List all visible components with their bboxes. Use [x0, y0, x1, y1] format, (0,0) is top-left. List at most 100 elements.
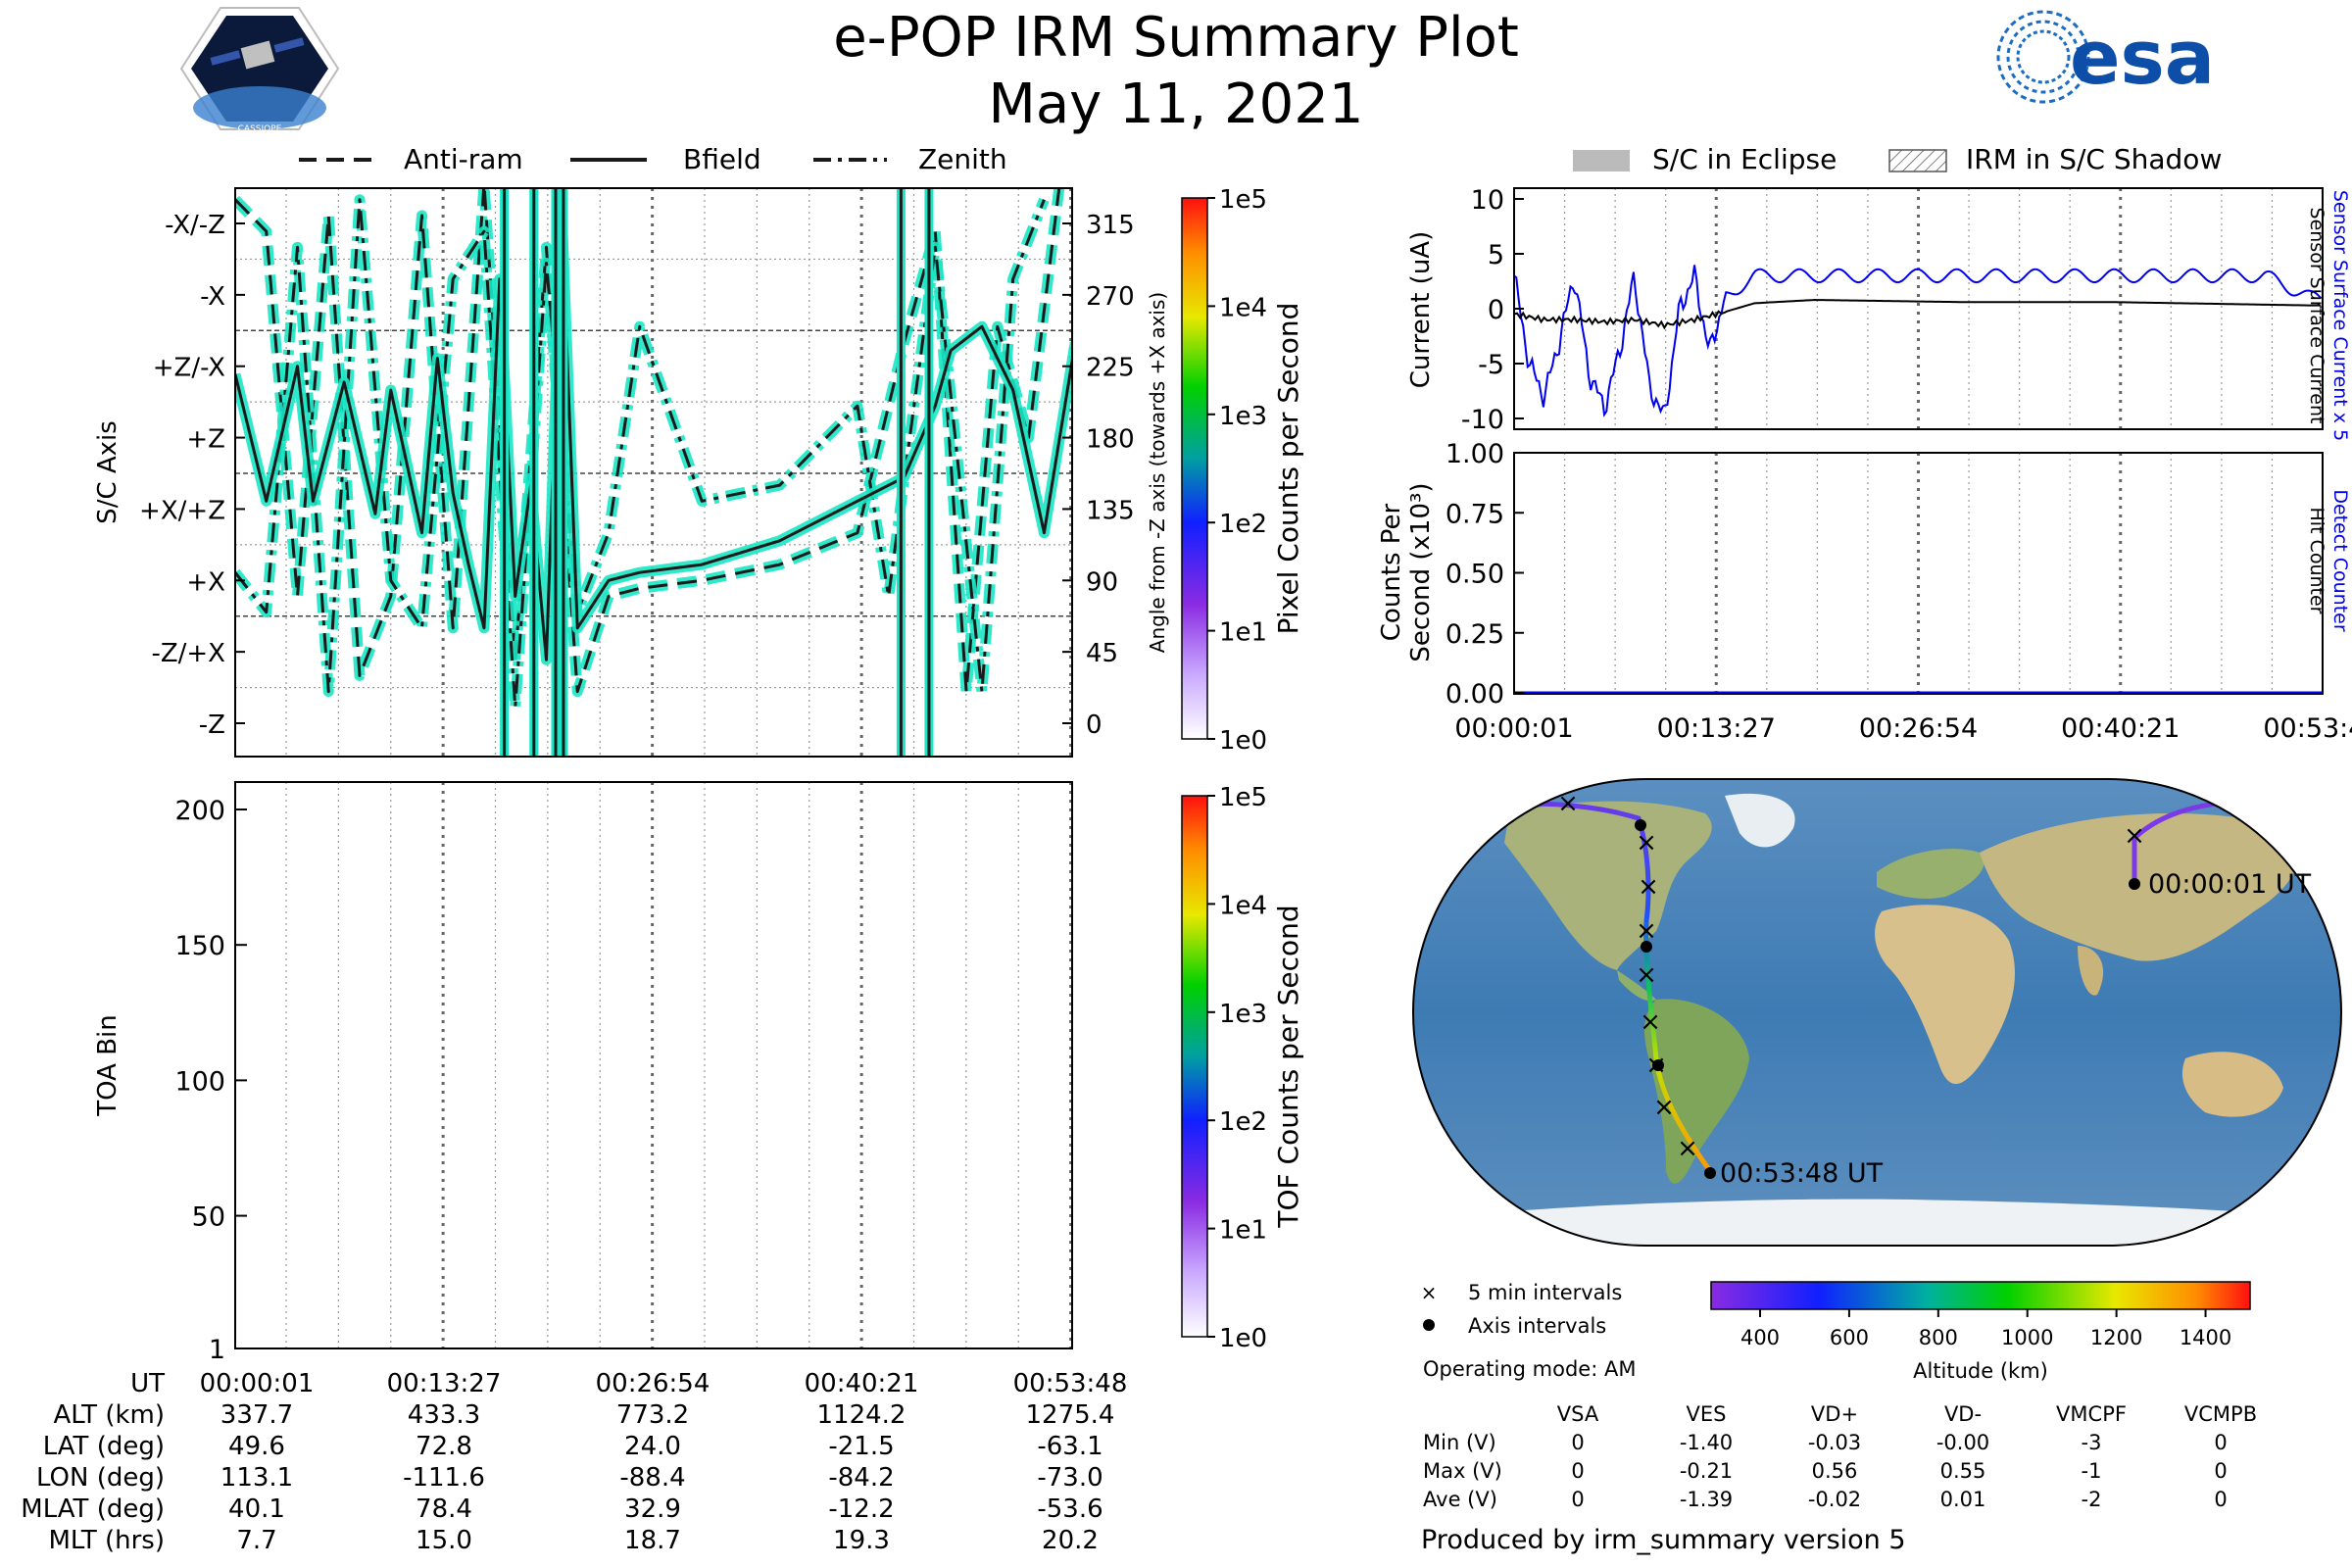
orbit-start-label: 00:00:01 UT: [2148, 869, 2312, 900]
axis-interval-marker: [1635, 819, 1646, 831]
axis-panel-frame: [234, 187, 1073, 758]
ephemeris-cell: 15.0: [416, 1526, 472, 1555]
ephemeris-cell: -73.0: [1037, 1463, 1102, 1493]
voltage-cell: 0: [1571, 1488, 1584, 1511]
ephemeris-cell: 18.7: [624, 1526, 681, 1555]
axis-panel-yticks: -X/-Z 315 -X 270 +Z/-X 225 +Z 180 +X/+Z 135 +X 90 -Z…: [139, 211, 1135, 740]
colorbar-tick-label: 1e2: [1219, 1107, 1267, 1137]
axis-category-label: +X: [186, 567, 225, 597]
ephemeris-cell: 49.6: [228, 1432, 285, 1461]
axis-legend: Anti-ram Bfield Zenith: [299, 143, 1007, 175]
voltage-header: VMCPF: [2056, 1402, 2127, 1426]
ephemeris-cell: 773.2: [616, 1400, 689, 1430]
five-min-marker: ×: [1636, 960, 1657, 990]
axis-category-label: -Z: [199, 710, 225, 740]
esa-logo: esa: [1996, 10, 2215, 104]
ephemeris-cell: 113.1: [220, 1463, 293, 1493]
current-series-sensor: [1514, 265, 2323, 417]
toa-ytick-label: 200: [174, 796, 225, 826]
colorbar-tick-label: 1e1: [1219, 618, 1267, 648]
ephemeris-row-header: LON (deg): [36, 1463, 165, 1493]
ephemeris-cell: -12.2: [828, 1494, 894, 1524]
colorbar-tick-label: 1e5: [1219, 783, 1267, 812]
counts-panel-yticks: 1.00 0.75 0.50 0.25 0.00: [1446, 439, 1524, 710]
counts-panel-ylabel-1: Counts Per: [1377, 503, 1406, 641]
colorbar-tick-label: 1e4: [1219, 891, 1267, 920]
axis-panel-ylabel: S/C Axis: [93, 420, 122, 524]
voltage-cell: 0.01: [1940, 1488, 1986, 1511]
counts-panel-right-label-black: Hit Counter: [2306, 508, 2328, 614]
page-date: May 11, 2021: [989, 73, 1364, 136]
orbit-markers: ××××××××××: [1557, 789, 2145, 1163]
current-series-surface: [1514, 299, 2320, 330]
axis-angle-label: 180: [1086, 425, 1135, 455]
orbit-end-point: [1704, 1167, 1716, 1179]
altitude-colorbar: 400 600 800 1000 1200 1400 Altitude (km): [1710, 1281, 2251, 1383]
colorbar-tick-label: 1e0: [1219, 726, 1267, 756]
cassiope-logo-text: CASSIOPE: [238, 124, 282, 134]
five-min-marker: ×: [1640, 1007, 1661, 1037]
ephemeris-row-header: MLT (hrs): [49, 1526, 166, 1555]
axis-interval-marker: [1641, 941, 1652, 953]
ephemeris-cell: 1124.2: [817, 1400, 906, 1430]
axis-angle-label: 315: [1086, 211, 1135, 240]
voltage-table: VSA VES VD+ VD- VMCPF VCMPB Min (V) 0 -1.40 -0.03…: [1423, 1402, 2257, 1511]
counts-panel-right-label-blue: Detect Counter: [2329, 489, 2351, 632]
ephemeris-row-header: ALT (km): [53, 1400, 165, 1430]
current-ytick-label: -10: [1461, 405, 1504, 435]
voltage-header: VES: [1687, 1402, 1727, 1426]
voltage-cell: 0.56: [1812, 1459, 1858, 1483]
counts-ytick-label: 0.50: [1446, 560, 1504, 590]
colorbar-tick-label: 1e0: [1219, 1324, 1267, 1353]
ephemeris-row-header: LAT (deg): [43, 1432, 165, 1461]
voltage-cell: 0: [1571, 1459, 1584, 1483]
axis-angle-label: 270: [1086, 282, 1135, 312]
map-legend-five-min: 5 min intervals: [1468, 1281, 1622, 1304]
axis-category-label: -Z/+X: [151, 639, 225, 668]
toa-ytick-label: 1: [209, 1335, 225, 1365]
counts-panel-vgrid: [1563, 453, 2274, 694]
voltage-row-label: Max (V): [1423, 1459, 1502, 1483]
five-min-marker: ×: [1636, 828, 1657, 858]
toa-panel: 200 150 100 50 1 TOA Bin: [93, 781, 1073, 1365]
ephemeris-cell: 24.0: [624, 1432, 681, 1461]
voltage-cell: 0: [2214, 1488, 2227, 1511]
altitude-tick-label: 1200: [2090, 1326, 2142, 1349]
map-legend-axis: Axis intervals: [1468, 1314, 1606, 1338]
legend-anti-ram: Anti-ram: [404, 143, 523, 175]
ephemeris-cell: -21.5: [828, 1432, 894, 1461]
footer-credit: Produced by irm_summary version 5: [1421, 1525, 1906, 1555]
voltage-cell: 0: [2214, 1431, 2227, 1454]
five-min-marker: ×: [2124, 821, 2145, 851]
ephemeris-cell: 00:26:54: [596, 1369, 710, 1398]
legend-shadow: IRM in S/C Shadow: [1966, 143, 2222, 175]
voltage-header: VSA: [1557, 1402, 1599, 1426]
counts-panel-ylabel-2: Second (x10³): [1406, 482, 1436, 662]
cassiope-logo: CASSIOPE: [179, 7, 340, 134]
five-min-marker: ×: [1636, 916, 1657, 946]
ephemeris-cell: -111.6: [403, 1463, 485, 1493]
ephemeris-cell: 433.3: [408, 1400, 480, 1430]
legend-shadow-swatch: [1888, 149, 1947, 172]
axis-category-label: +Z: [186, 425, 225, 455]
ephemeris-cell: 40.1: [228, 1494, 285, 1524]
current-ytick-label: 10: [1471, 185, 1504, 216]
ephemeris-cell: 337.7: [220, 1400, 293, 1430]
voltage-cell: -1.39: [1680, 1488, 1733, 1511]
voltage-cell: -0.02: [1808, 1488, 1861, 1511]
current-panel-ylabel: Current (uA): [1406, 231, 1436, 388]
orbit-map: ×××××××××× 00:00:01 UT 00:53:48 UT: [1412, 778, 2342, 1247]
voltage-header: VD-: [1944, 1402, 1982, 1426]
five-min-marker: ×: [1677, 1134, 1698, 1163]
ephemeris-cell: 78.4: [416, 1494, 472, 1524]
five-min-marker: ×: [1638, 872, 1659, 902]
axis-angle-label: 90: [1086, 567, 1118, 597]
ephemeris-cell: -88.4: [619, 1463, 685, 1493]
voltage-header: VCMPB: [2184, 1402, 2257, 1426]
voltage-header: VD+: [1811, 1402, 1858, 1426]
toa-panel-yticks: 200 150 100 50 1: [174, 796, 247, 1365]
axis-category-label: +X/+Z: [139, 496, 225, 525]
colorbar-tick-label: 1e3: [1219, 402, 1267, 431]
tof-colorbar-label: TOF Counts per Second: [1272, 905, 1304, 1228]
